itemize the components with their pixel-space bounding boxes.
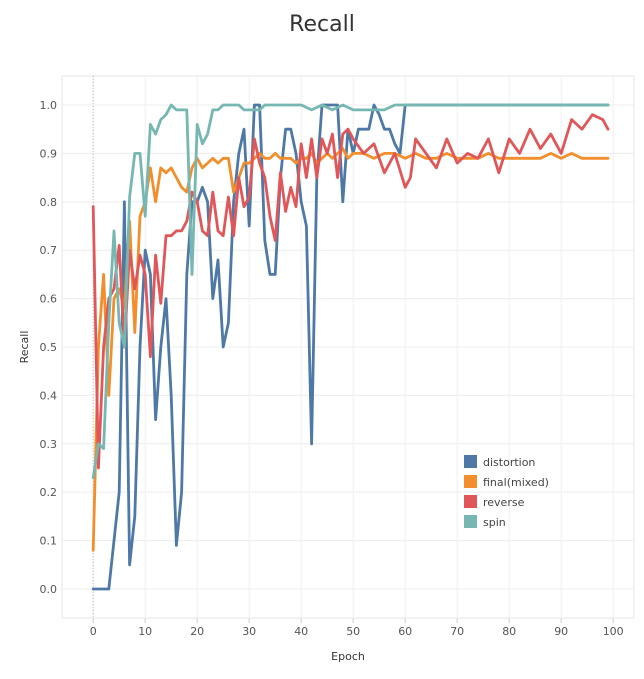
legend-swatch: [464, 515, 477, 528]
x-tick-label: 100: [603, 625, 624, 638]
legend-label: distortion: [483, 456, 535, 469]
y-tick-label: 1.0: [40, 99, 58, 112]
y-tick-label: 0.5: [40, 341, 58, 354]
x-tick-label: 70: [450, 625, 464, 638]
series-line-reverse: [91, 113, 610, 470]
x-tick-label: 0: [90, 625, 97, 638]
y-axis-title: Recall: [18, 331, 31, 364]
x-tick-label: 30: [242, 625, 256, 638]
series-line-final-mixed: [91, 147, 610, 552]
x-tick-label: 60: [398, 625, 412, 638]
legend-swatch: [464, 495, 477, 508]
x-tick-label: 80: [502, 625, 516, 638]
y-tick-label: 0.7: [40, 244, 58, 257]
y-tick-label: 0.8: [40, 196, 58, 209]
legend-label: final(mixed): [483, 476, 549, 489]
legend-label: reverse: [483, 496, 525, 509]
y-tick-label: 0.1: [40, 535, 58, 548]
y-tick-label: 0.3: [40, 438, 58, 451]
y-tick-label: 0.0: [40, 583, 58, 596]
legend-swatch: [464, 475, 477, 488]
x-tick-label: 90: [554, 625, 568, 638]
x-tick-label: 10: [138, 625, 152, 638]
x-tick-label: 50: [346, 625, 360, 638]
y-tick-label: 0.4: [40, 389, 58, 402]
x-tick-label: 20: [190, 625, 204, 638]
x-tick-label: 40: [294, 625, 308, 638]
y-tick-label: 0.6: [40, 293, 58, 306]
series-line-spin: [91, 103, 610, 480]
y-tick-label: 0.9: [40, 147, 58, 160]
x-axis-title: Epoch: [331, 650, 365, 663]
y-tick-label: 0.2: [40, 486, 58, 499]
chart-title: Recall: [289, 12, 355, 37]
legend-label: spin: [483, 516, 506, 529]
legend-swatch: [464, 455, 477, 468]
